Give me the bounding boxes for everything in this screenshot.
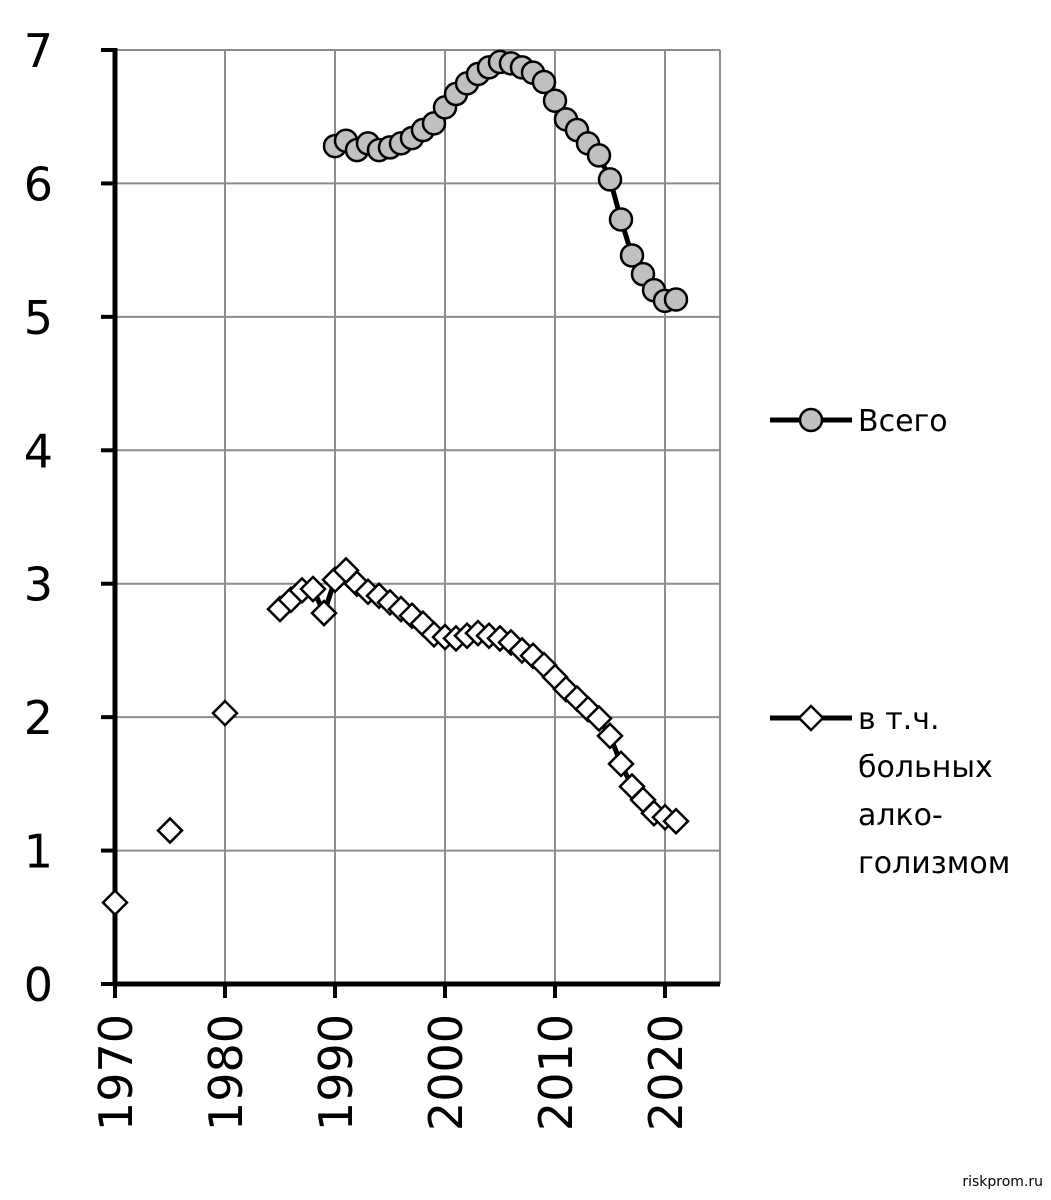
series-line-1	[278, 567, 677, 824]
point-alcoholism	[310, 599, 338, 627]
point-total	[597, 167, 623, 192]
point-total	[542, 88, 568, 113]
point-total	[586, 143, 612, 168]
series-points	[101, 49, 690, 917]
x-tick-label: 2020	[639, 1014, 693, 1131]
y-tick-label: 1	[24, 825, 53, 879]
point-total	[531, 69, 557, 95]
y-tick-label: 3	[24, 558, 53, 612]
point-total	[608, 207, 634, 232]
point-alcoholism	[101, 888, 129, 917]
legend-label-alcoholism-line: алко-	[858, 798, 943, 833]
x-tick-label: 1990	[309, 1014, 363, 1131]
point-alcoholism	[662, 807, 690, 835]
legend: Всего в т.ч. больных алко-голизмом	[770, 404, 1010, 881]
y-tick-labels: 0 1 2 3 4 5 6 7	[24, 24, 53, 1012]
x-tick-label: 2000	[419, 1014, 473, 1131]
x-tick-label: 2010	[529, 1014, 583, 1131]
x-tick-labels: 1970 1980 1990 2000 2010 2020	[89, 1014, 693, 1131]
y-tick-label: 2	[24, 691, 53, 745]
grid	[115, 49, 721, 984]
y-tick-label: 7	[24, 24, 53, 78]
x-tick-label: 1980	[199, 1014, 253, 1131]
y-tick-label: 4	[24, 424, 53, 478]
point-alcoholism	[607, 750, 635, 778]
y-tick-label: 6	[24, 157, 53, 211]
point-alcoholism	[585, 704, 613, 733]
point-total	[619, 243, 645, 268]
legend-label-alcoholism-line: больных	[858, 750, 993, 785]
watermark: riskprom.ru	[962, 1174, 1043, 1190]
point-alcoholism	[299, 575, 327, 603]
point-total	[663, 287, 689, 312]
legend-marker-alcoholism	[797, 704, 825, 732]
axes	[101, 48, 720, 998]
y-tick-label: 5	[24, 291, 53, 345]
y-tick-label: 0	[24, 958, 53, 1012]
legend-label-total: Всего	[858, 404, 948, 439]
x-tick-label: 1970	[89, 1014, 143, 1131]
legend-label-alcoholism-line: в т.ч.	[858, 702, 940, 737]
point-alcoholism	[596, 722, 624, 750]
legend-label-alcoholism-line: голизмом	[858, 846, 1010, 881]
point-alcoholism	[211, 699, 239, 727]
legend-marker-total	[798, 407, 824, 433]
point-alcoholism	[156, 816, 184, 845]
